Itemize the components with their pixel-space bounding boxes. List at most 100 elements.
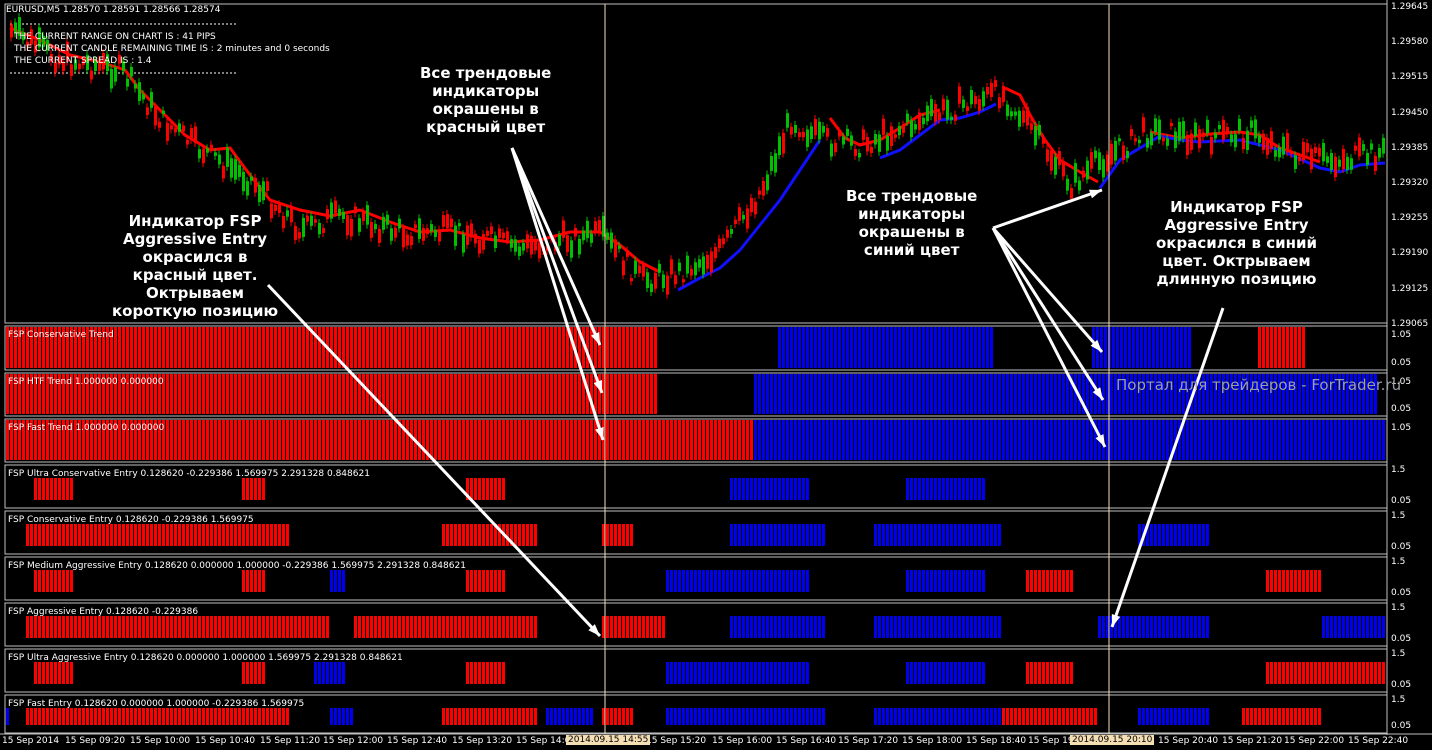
candle-body: [806, 129, 809, 148]
indicator-bar: [1082, 420, 1085, 460]
indicator-bar: [1166, 524, 1169, 546]
arrow-head-icon: [588, 624, 600, 636]
indicator-bar: [714, 570, 717, 592]
indicator-bar: [470, 570, 473, 592]
indicator-bar: [270, 420, 273, 460]
indicator-bar: [614, 524, 617, 546]
indicator-bar: [818, 524, 821, 546]
indicator-bar: [902, 420, 905, 460]
indicator-bar: [190, 420, 193, 460]
indicator-bar: [138, 374, 141, 414]
indicator-bar: [802, 524, 805, 546]
indicator-bar: [966, 524, 969, 546]
indicator-bar: [1298, 327, 1301, 368]
indicator-bar: [302, 616, 305, 638]
indicator-bar: [122, 616, 125, 638]
candle-body: [514, 239, 517, 252]
indicator-bar: [314, 662, 317, 684]
trend-line-blue: [879, 102, 997, 160]
candle-body: [1342, 148, 1345, 169]
indicator-bar: [234, 327, 237, 368]
indicator-bar: [762, 570, 765, 592]
indicator-bar: [486, 524, 489, 546]
candle-body: [866, 136, 869, 152]
candle-body: [962, 99, 965, 108]
indicator-bar: [194, 524, 197, 546]
indicator-bar: [706, 708, 709, 725]
indicator-bar: [198, 374, 201, 414]
indicator-bar: [802, 616, 805, 638]
candle-body: [562, 220, 565, 238]
indicator-bar: [146, 616, 149, 638]
indicator-bar: [866, 374, 869, 414]
indicator-bar: [1058, 374, 1061, 414]
indicator-bar: [546, 327, 549, 368]
indicator-bar: [170, 524, 173, 546]
indicator-bar: [1086, 420, 1089, 460]
indicator-bar: [626, 708, 629, 725]
candle-body: [258, 184, 261, 203]
indicator-bar: [1354, 374, 1357, 414]
panel-level-bottom: 0.05: [1391, 721, 1412, 731]
indicator-bar: [566, 374, 569, 414]
indicator-bar: [614, 708, 617, 725]
indicator-bar: [930, 570, 933, 592]
indicator-bar: [1306, 374, 1309, 414]
indicator-bar: [954, 708, 957, 725]
indicator-bar: [570, 420, 573, 460]
indicator-bar: [846, 327, 849, 368]
indicator-bar: [334, 327, 337, 368]
indicator-bar: [906, 524, 909, 546]
indicator-bar: [794, 524, 797, 546]
indicator-bar: [534, 708, 537, 725]
indicator-bar: [1202, 374, 1205, 414]
indicator-bar: [1278, 327, 1281, 368]
indicator-bar: [66, 478, 69, 500]
indicator-bar: [914, 708, 917, 725]
indicator-bar: [1186, 524, 1189, 546]
indicator-bar: [758, 708, 761, 725]
candle-body: [1382, 137, 1385, 154]
indicator-bar: [258, 708, 261, 725]
candle-body: [1058, 151, 1061, 166]
indicator-bar: [410, 327, 413, 368]
indicator-bar: [1338, 662, 1341, 684]
candle-body: [1326, 156, 1329, 163]
indicator-bar: [790, 524, 793, 546]
indicator-bar: [306, 374, 309, 414]
indicator-bar: [1254, 708, 1257, 725]
indicator-bar: [686, 662, 689, 684]
candle-body: [930, 99, 933, 117]
indicator-bar: [958, 478, 961, 500]
candle-body: [454, 225, 457, 246]
indicator-bar: [1322, 420, 1325, 460]
indicator-bar: [194, 327, 197, 368]
indicator-bar: [1334, 374, 1337, 414]
indicator-bar: [558, 708, 561, 725]
indicator-bar: [442, 708, 445, 725]
indicator-bar: [334, 420, 337, 460]
indicator-bar: [42, 570, 45, 592]
indicator-bar: [766, 570, 769, 592]
indicator-bar: [82, 708, 85, 725]
indicator-bar: [950, 570, 953, 592]
indicator-bar: [330, 570, 333, 592]
indicator-bar: [806, 570, 809, 592]
indicator-bar: [382, 616, 385, 638]
indicator-bar: [1144, 327, 1147, 368]
indicator-bar: [386, 327, 389, 368]
indicator-bar: [94, 420, 97, 460]
indicator-bar: [1166, 420, 1169, 460]
indicator-bar: [746, 478, 749, 500]
indicator-bar: [26, 524, 29, 546]
indicator-bar: [666, 570, 669, 592]
indicator-bar: [766, 662, 769, 684]
indicator-bar: [502, 478, 505, 500]
indicator-bar: [38, 524, 41, 546]
indicator-bar: [1066, 374, 1069, 414]
indicator-bar: [866, 420, 869, 460]
indicator-bar: [202, 420, 205, 460]
indicator-bar: [354, 616, 357, 638]
info-spread: THE CURRENT SPREAD IS : 1.4: [14, 56, 152, 66]
